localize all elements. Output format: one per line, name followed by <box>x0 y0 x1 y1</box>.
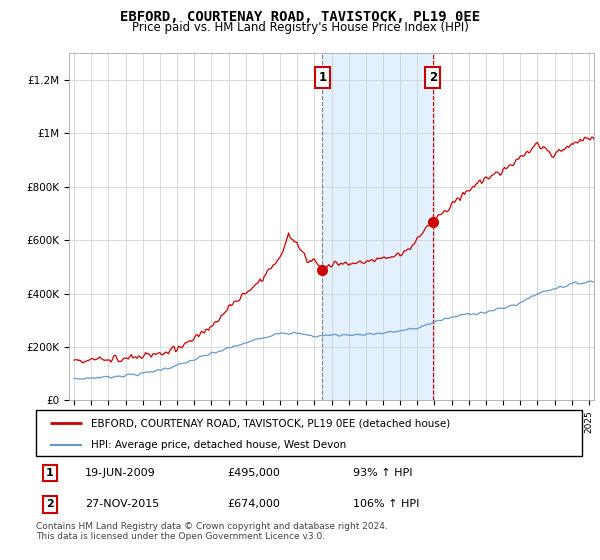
Text: 1: 1 <box>319 71 326 84</box>
Bar <box>322 53 433 400</box>
Text: Contains HM Land Registry data © Crown copyright and database right 2024.: Contains HM Land Registry data © Crown c… <box>36 522 388 531</box>
Text: 1: 1 <box>46 468 53 478</box>
Text: £495,000: £495,000 <box>227 468 280 478</box>
Text: 19-JUN-2009: 19-JUN-2009 <box>85 468 156 478</box>
Text: 2: 2 <box>46 500 53 510</box>
Text: Price paid vs. HM Land Registry's House Price Index (HPI): Price paid vs. HM Land Registry's House … <box>131 21 469 34</box>
Text: 93% ↑ HPI: 93% ↑ HPI <box>353 468 412 478</box>
Text: EBFORD, COURTENAY ROAD, TAVISTOCK, PL19 0EE: EBFORD, COURTENAY ROAD, TAVISTOCK, PL19 … <box>120 10 480 24</box>
Text: This data is licensed under the Open Government Licence v3.0.: This data is licensed under the Open Gov… <box>36 532 325 541</box>
Text: 106% ↑ HPI: 106% ↑ HPI <box>353 500 419 510</box>
Text: 2: 2 <box>428 71 437 84</box>
Text: HPI: Average price, detached house, West Devon: HPI: Average price, detached house, West… <box>91 440 346 450</box>
Text: 27-NOV-2015: 27-NOV-2015 <box>85 500 160 510</box>
Text: EBFORD, COURTENAY ROAD, TAVISTOCK, PL19 0EE (detached house): EBFORD, COURTENAY ROAD, TAVISTOCK, PL19 … <box>91 418 450 428</box>
Text: £674,000: £674,000 <box>227 500 280 510</box>
